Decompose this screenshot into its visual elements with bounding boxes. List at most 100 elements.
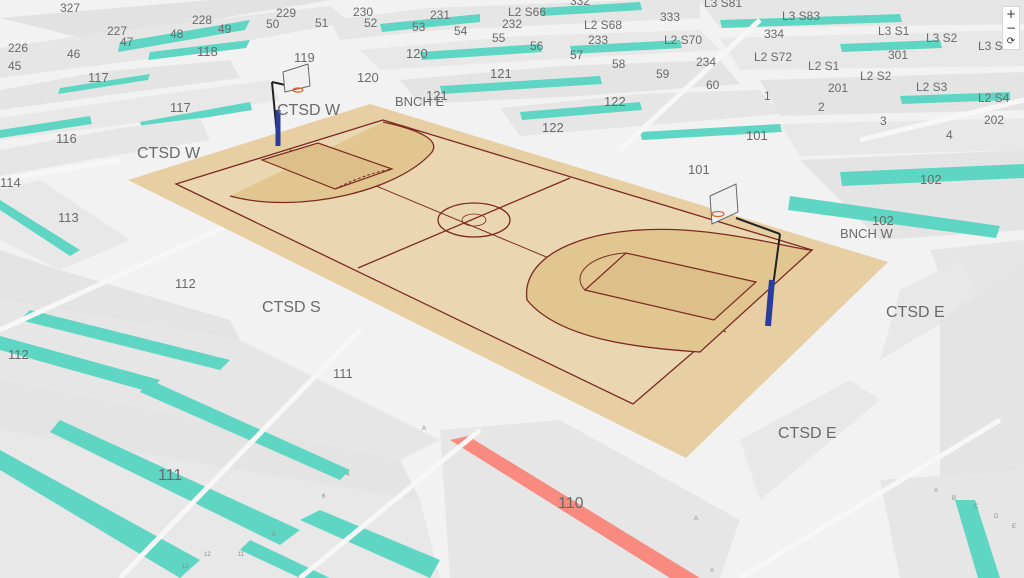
seat-row-available[interactable] <box>0 336 160 392</box>
seat-row-available[interactable] <box>58 74 150 94</box>
section-label[interactable]: 45 <box>8 59 22 73</box>
section-label[interactable]: 3 <box>880 114 887 128</box>
section-band[interactable] <box>0 180 130 270</box>
section-label[interactable]: L3 S2 <box>926 31 958 45</box>
section-label-bench[interactable]: BNCH W <box>840 226 893 241</box>
section-label[interactable]: L3 S81 <box>704 0 742 10</box>
seat-row-available[interactable] <box>300 510 440 578</box>
section-label[interactable]: 1 <box>764 89 771 103</box>
section-band[interactable] <box>0 118 210 176</box>
section-label[interactable]: 232 <box>502 17 522 31</box>
section-label[interactable]: L2 S3 <box>916 80 948 94</box>
section-label[interactable]: 110 <box>558 495 584 512</box>
section-label[interactable]: 333 <box>660 10 680 24</box>
section-110-area[interactable] <box>440 420 740 578</box>
section-label[interactable]: 52 <box>364 16 378 30</box>
reset-view-icon[interactable]: ⟳ <box>1006 36 1016 47</box>
section-label[interactable]: 118 <box>197 44 218 59</box>
section-label[interactable]: 57 <box>570 48 584 62</box>
section-label[interactable]: 51 <box>315 16 329 30</box>
section-label[interactable]: 111 <box>158 467 182 484</box>
section-label[interactable]: 102 <box>920 172 942 187</box>
section-band[interactable] <box>440 420 740 578</box>
section-label[interactable]: 233 <box>588 33 608 47</box>
section-label[interactable]: 332 <box>570 0 590 8</box>
section-label[interactable]: 226 <box>8 41 28 55</box>
section-label[interactable]: 58 <box>612 57 626 71</box>
section-label-courtside[interactable]: CTSD S <box>262 299 321 316</box>
section-label[interactable]: 119 <box>294 50 315 65</box>
section-label[interactable]: 301 <box>888 48 908 62</box>
seat-row-available[interactable] <box>520 102 642 120</box>
seat-row-available[interactable] <box>640 124 782 140</box>
section-label[interactable]: 47 <box>120 35 134 49</box>
seat-row-available[interactable] <box>840 40 942 52</box>
zoom-in-button[interactable]: + <box>1005 7 1017 21</box>
section-label[interactable]: 121 <box>490 66 512 81</box>
section-110-selected-row[interactable] <box>450 436 700 578</box>
seat-row-available[interactable] <box>900 92 1010 104</box>
section-band[interactable] <box>780 118 1024 156</box>
section-label[interactable]: 334 <box>764 27 784 41</box>
seat-row-available[interactable] <box>788 196 1000 238</box>
section-label[interactable]: 4 <box>946 128 953 142</box>
section-label[interactable]: 122 <box>542 120 564 135</box>
seat-row-available[interactable] <box>570 40 682 54</box>
seat-row-available[interactable] <box>148 40 250 60</box>
section-label[interactable]: 202 <box>984 113 1004 127</box>
section-label[interactable]: 227 <box>107 24 127 38</box>
section-label[interactable]: 121 <box>426 88 448 103</box>
section-label[interactable]: L2 S2 <box>860 69 892 83</box>
section-label[interactable]: 60 <box>706 78 720 92</box>
section-label-courtside[interactable]: CTSD E <box>886 304 945 321</box>
section-label[interactable]: 114 <box>0 175 21 190</box>
seat-row-available[interactable] <box>955 500 1000 578</box>
section-label[interactable]: 122 <box>604 94 626 109</box>
seat-row-available[interactable] <box>118 20 250 52</box>
section-label[interactable]: L2 S72 <box>754 50 792 64</box>
section-label[interactable]: 120 <box>406 46 428 61</box>
section-label[interactable]: 112 <box>175 276 196 291</box>
seat-row-available[interactable] <box>140 380 350 480</box>
seat-row-available[interactable] <box>140 102 252 128</box>
seat-row-available[interactable] <box>0 116 92 138</box>
section-label[interactable]: 2 <box>818 100 825 114</box>
section-band[interactable] <box>880 470 1024 578</box>
section-label-courtside[interactable]: CTSD E <box>778 425 837 442</box>
section-label[interactable]: 101 <box>688 162 710 177</box>
seat-row-available[interactable] <box>720 14 902 28</box>
section-label[interactable]: 112 <box>8 347 29 362</box>
section-label[interactable]: 54 <box>454 24 468 38</box>
zoom-out-button[interactable]: − <box>1005 21 1017 35</box>
section-band[interactable] <box>500 90 780 136</box>
seat-row-available[interactable] <box>540 2 642 16</box>
section-band[interactable] <box>880 260 980 360</box>
section-label[interactable]: 327 <box>60 1 80 15</box>
section-band[interactable] <box>0 250 240 340</box>
section-band[interactable] <box>740 380 880 500</box>
section-group-east[interactable] <box>740 150 1024 578</box>
section-band[interactable] <box>940 260 1024 500</box>
section-label[interactable]: 55 <box>492 31 506 45</box>
seat-row-available[interactable] <box>50 420 300 545</box>
section-label[interactable]: 48 <box>170 27 184 41</box>
section-label[interactable]: L2 S1 <box>808 59 840 73</box>
section-label[interactable]: 117 <box>170 100 191 115</box>
section-label[interactable]: L2 S70 <box>664 33 702 47</box>
seat-row-available[interactable] <box>380 14 480 32</box>
section-band[interactable] <box>760 72 1024 116</box>
section-label[interactable]: 102 <box>872 213 894 228</box>
seat-row-available[interactable] <box>420 44 542 60</box>
section-label[interactable]: 230 <box>353 5 373 19</box>
section-label[interactable]: 120 <box>357 70 379 85</box>
section-label[interactable]: 116 <box>56 131 77 146</box>
seat-row-available[interactable] <box>440 76 602 94</box>
section-label[interactable]: 50 <box>266 17 280 31</box>
section-label[interactable]: 46 <box>67 47 81 61</box>
section-label[interactable]: L3 S3 <box>978 39 1010 53</box>
seat-row-available[interactable] <box>20 310 230 370</box>
section-label-bench[interactable]: BNCH E <box>395 94 444 109</box>
section-label[interactable]: 49 <box>218 22 232 36</box>
